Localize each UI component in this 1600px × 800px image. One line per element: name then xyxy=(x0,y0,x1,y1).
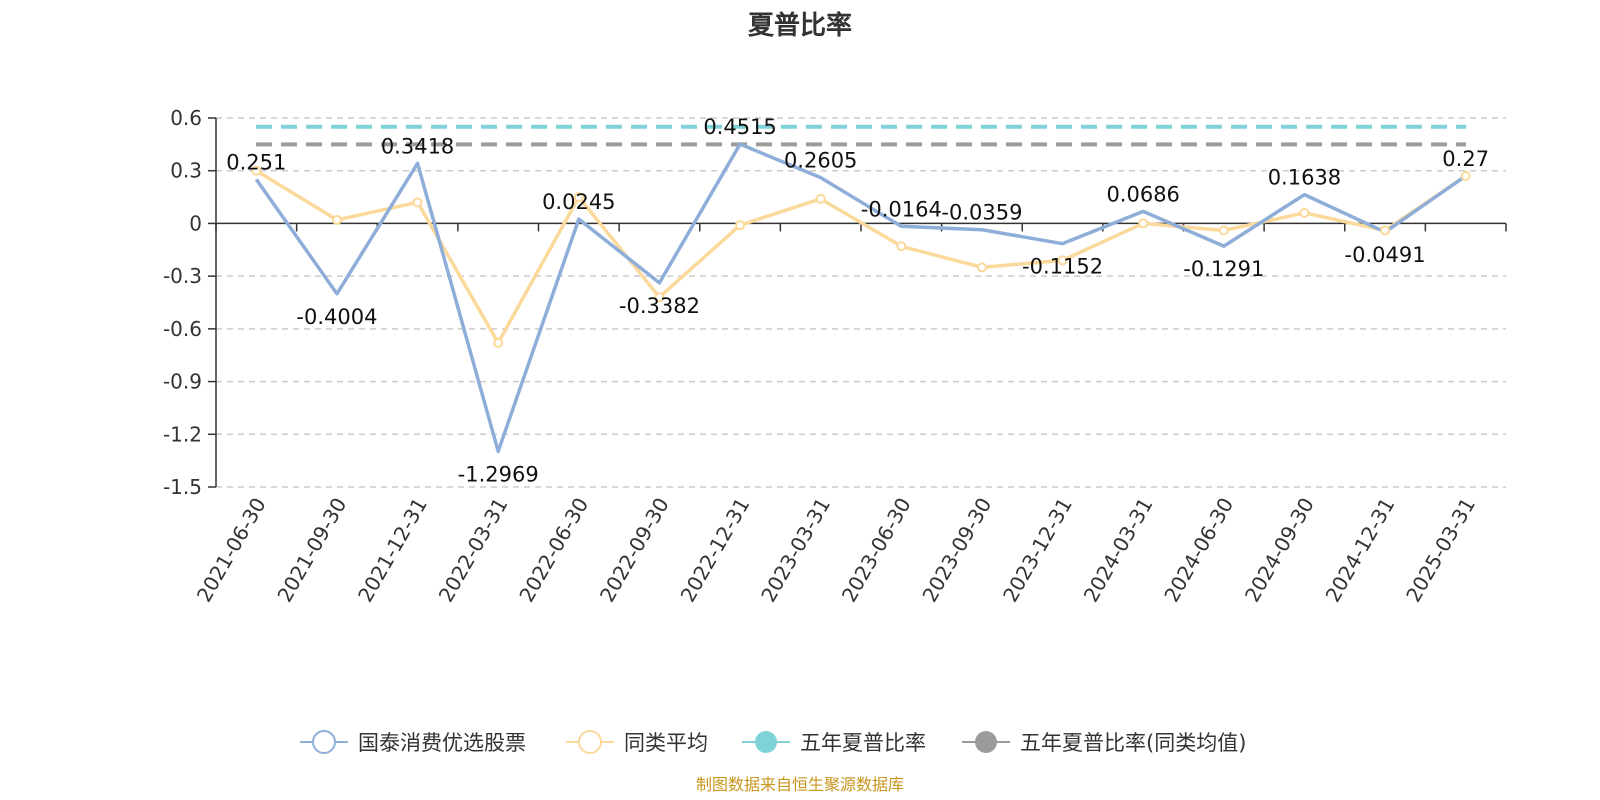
data-point xyxy=(1138,218,1149,229)
data-point xyxy=(493,337,504,348)
legend-circle-icon xyxy=(578,730,602,754)
legend-item[interactable]: 国泰消费优选股票 xyxy=(300,730,526,755)
data-label: 0.0686 xyxy=(1106,182,1179,206)
x-tick-label: 2024-03-31 xyxy=(1079,494,1158,607)
x-tick-label: 2021-12-31 xyxy=(353,494,432,607)
data-label: 0.3418 xyxy=(381,134,454,158)
data-point xyxy=(815,193,826,204)
reference-lines xyxy=(256,124,1466,147)
data-labels: 0.251 -0.4004 0.3418 -1.2969 0.0245 -0.3382 0.… xyxy=(226,115,1489,486)
data-point xyxy=(1380,225,1391,236)
y-tick-label: -1.2 xyxy=(163,422,202,446)
data-label: -0.1291 xyxy=(1183,257,1264,281)
data-point xyxy=(654,292,665,303)
x-tick-label: 2024-12-31 xyxy=(1320,494,1399,607)
data-label: -0.0359 xyxy=(941,201,1022,225)
x-tick-label: 2023-12-31 xyxy=(998,494,1077,607)
x-tick-label: 2023-09-30 xyxy=(917,494,996,607)
y-tick-label: -0.3 xyxy=(163,264,202,288)
data-point xyxy=(1057,255,1068,266)
legend[interactable]: 国泰消费优选股票 同类平均 五年夏普比率 五年夏普比率(同类均值) xyxy=(300,730,1246,755)
legend-circle-icon xyxy=(312,730,336,754)
legend-item[interactable]: 五年夏普比率 xyxy=(742,731,926,755)
data-label: 0.0245 xyxy=(542,190,615,214)
y-axis-ticks: 0.6 0.3 0 -0.3 -0.6 -0.9 -1.2 -1.5 xyxy=(163,106,202,499)
data-label: 0.27 xyxy=(1442,147,1489,171)
x-tick-label: 2022-09-30 xyxy=(595,494,674,607)
data-label: -0.4004 xyxy=(296,305,377,329)
y-tick-label: 0.3 xyxy=(170,159,202,183)
y-tick-label: -0.6 xyxy=(163,317,202,341)
y-tick-label: 0.6 xyxy=(170,106,202,130)
gridlines xyxy=(216,117,1506,488)
x-tick-label: 2021-06-30 xyxy=(192,494,271,607)
legend-label: 五年夏普比率(同类均值) xyxy=(1020,731,1246,755)
data-point xyxy=(976,262,987,273)
x-tick-label: 2023-03-31 xyxy=(756,494,835,607)
data-label: -0.1152 xyxy=(1022,255,1103,279)
source-note: 制图数据来自恒生聚源数据库 xyxy=(696,775,904,794)
y-tick-label: -1.5 xyxy=(163,475,202,499)
legend-item[interactable]: 同类平均 xyxy=(566,730,708,755)
data-label: -0.0491 xyxy=(1345,243,1426,267)
x-tick-label: 2022-06-30 xyxy=(514,494,593,607)
legend-label: 同类平均 xyxy=(624,731,708,755)
x-tick-label: 2021-09-30 xyxy=(272,494,351,607)
data-point xyxy=(573,192,584,203)
series-points xyxy=(251,165,1471,348)
data-label: 0.4515 xyxy=(703,115,776,139)
x-tick-label: 2024-09-30 xyxy=(1240,494,1319,607)
data-point xyxy=(1218,225,1229,236)
legend-item[interactable]: 五年夏普比率(同类均值) xyxy=(962,731,1246,755)
x-tick-label: 2022-12-31 xyxy=(675,494,754,607)
y-tick-label: -0.9 xyxy=(163,370,202,394)
data-label: 0.2605 xyxy=(784,149,857,173)
data-label: 0.1638 xyxy=(1268,166,1341,190)
legend-label: 五年夏普比率 xyxy=(800,731,926,755)
x-axis-ticks: 2021-06-30 2021-09-30 2021-12-31 2022-03-31… xyxy=(192,494,1480,607)
legend-circle-icon xyxy=(975,731,997,753)
y-tick-label: 0 xyxy=(189,211,202,235)
data-label: 0.251 xyxy=(226,150,286,174)
x-tick-label: 2024-06-30 xyxy=(1159,494,1238,607)
data-point xyxy=(1460,170,1471,181)
data-point xyxy=(896,241,907,252)
x-tick-label: 2025-03-31 xyxy=(1401,494,1480,607)
data-point xyxy=(251,165,262,176)
data-point xyxy=(331,214,342,225)
x-tick-label: 2022-03-31 xyxy=(434,494,513,607)
data-label: -0.3382 xyxy=(619,294,700,318)
series-line xyxy=(254,142,1467,454)
data-label: -1.2969 xyxy=(458,462,539,486)
data-label: -0.0164 xyxy=(861,197,942,221)
chart-title: 夏普比率 xyxy=(748,10,852,41)
data-point xyxy=(412,197,423,208)
data-point xyxy=(1299,207,1310,218)
legend-label: 国泰消费优选股票 xyxy=(358,731,526,755)
x-tick-label: 2023-06-30 xyxy=(837,494,916,607)
legend-circle-icon xyxy=(755,731,777,753)
data-point xyxy=(735,220,746,231)
series-lines xyxy=(254,142,1467,454)
